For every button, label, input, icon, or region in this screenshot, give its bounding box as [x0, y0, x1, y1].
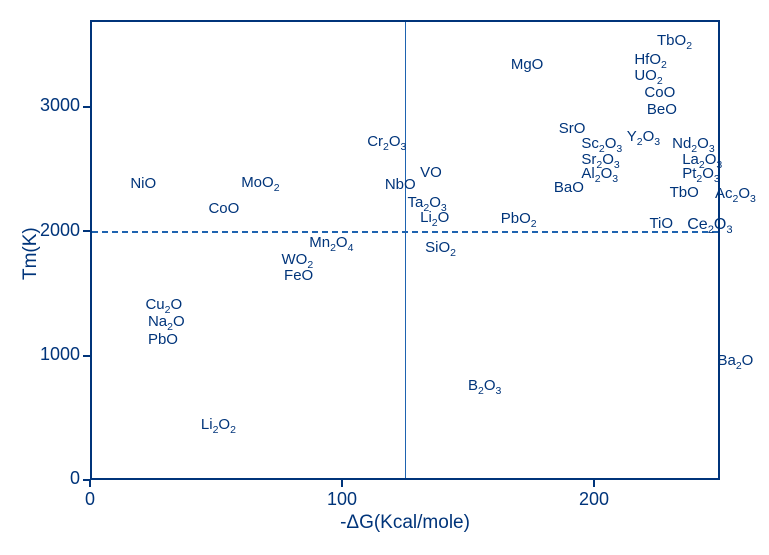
compound-label: TbO2: [657, 32, 692, 49]
x-tick-label: 0: [60, 489, 120, 510]
compound-label: Cu2O: [145, 296, 182, 313]
x-axis-title: -ΔG(Kcal/mole): [90, 512, 720, 534]
compound-label: Nd2O3: [672, 135, 715, 152]
plot-border: [718, 20, 720, 480]
compound-label: B2O3: [468, 377, 501, 394]
y-tick-label: 0: [70, 468, 80, 489]
compound-label: TbO: [670, 184, 699, 201]
plot-border: [90, 20, 92, 480]
x-tick: [89, 480, 91, 487]
x-tick: [341, 480, 343, 487]
compound-label: Li2O2: [201, 416, 236, 433]
compound-label: PbO2: [501, 210, 537, 227]
compound-label: MoO2: [241, 174, 279, 191]
compound-label: Mn2O4: [309, 234, 353, 251]
compound-label: MgO: [511, 56, 544, 73]
y-tick: [83, 355, 90, 357]
y-tick-label: 1000: [40, 344, 80, 365]
y-tick: [83, 230, 90, 232]
compound-label: Ac2O3: [715, 185, 756, 202]
compound-label: Li2O: [420, 209, 449, 226]
compound-label: Al2O3: [581, 165, 618, 182]
compound-label: TiO: [649, 215, 673, 232]
compound-label: Cr2O3: [367, 133, 406, 150]
compound-label: WO2: [282, 251, 314, 268]
y-tick-label: 2000: [40, 220, 80, 241]
compound-label: BaO: [554, 179, 584, 196]
x-tick-label: 200: [564, 489, 624, 510]
compound-label: HfO2: [634, 51, 667, 68]
compound-label: Na2O: [148, 313, 185, 330]
x-tick: [593, 480, 595, 487]
x-tick-label: 100: [312, 489, 372, 510]
compound-label: NiO: [130, 175, 156, 192]
compound-label: Ba2O: [717, 352, 753, 369]
compound-label: Y2O3: [627, 128, 660, 145]
compound-label: CoO: [208, 200, 239, 217]
compound-label: FeO: [284, 267, 313, 284]
y-axis-title: Tm(K): [20, 227, 42, 280]
compound-label: BeO: [647, 101, 677, 118]
y-tick: [83, 479, 90, 481]
horizontal-ref-line: [92, 231, 718, 233]
y-tick: [83, 106, 90, 108]
compound-label: Pt2O3: [682, 165, 720, 182]
tm-vs-deltag-chart: 01002000100020003000-ΔG(Kcal/mole)Tm(K)T…: [0, 0, 769, 555]
compound-label: NbO: [385, 176, 416, 193]
compound-label: UO2: [634, 67, 662, 84]
compound-label: PbO: [148, 331, 178, 348]
vertical-ref-line: [405, 22, 406, 478]
y-tick-label: 3000: [40, 95, 80, 116]
compound-label: CoO: [644, 84, 675, 101]
compound-label: Sc2O3: [581, 135, 622, 152]
compound-label: SiO2: [425, 239, 456, 256]
plot-border: [90, 478, 720, 480]
compound-label: VO: [420, 164, 442, 181]
compound-label: Ce2O3: [687, 216, 732, 234]
